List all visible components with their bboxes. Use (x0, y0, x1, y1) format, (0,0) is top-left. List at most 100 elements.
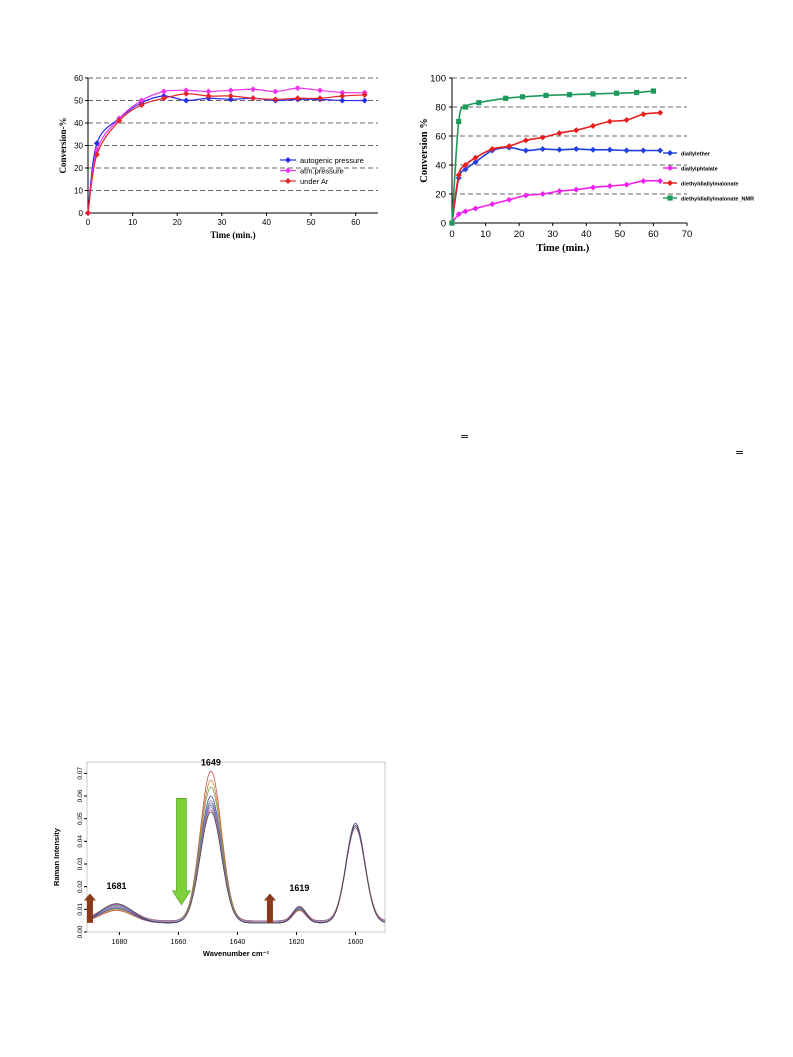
y-tick-label: 10 (74, 187, 83, 196)
increase-arrow-icon (83, 893, 96, 923)
data-point (272, 88, 279, 95)
x-tick-label: 30 (547, 229, 558, 240)
data-point (590, 122, 596, 129)
y-tick-label: 0.05 (77, 812, 84, 825)
data-point (462, 162, 469, 168)
data-point (183, 90, 190, 97)
data-point (272, 96, 279, 103)
x-tick-label: 10 (128, 218, 137, 227)
x-tick-label: 1680 (112, 939, 128, 946)
y-tick-label: 0.04 (77, 835, 84, 848)
data-point (506, 196, 513, 203)
data-point (183, 97, 190, 104)
data-point (183, 87, 190, 94)
data-point (455, 172, 462, 179)
data-point (85, 210, 91, 216)
legend-label: diallylphtalate (681, 167, 718, 173)
y-tick-label: 0.06 (77, 789, 84, 802)
data-point (556, 188, 563, 195)
conversion-chart-b: 0 20 40 60 80 100 0 10 20 30 40 50 60 70 Time (min.) Co… (415, 70, 754, 260)
data-point (519, 94, 526, 100)
data-point (116, 117, 123, 124)
conversion-chart-a: 0 10 20 30 40 50 60 0 10 20 30 40 50 60 Time (min.) Con… (55, 70, 390, 260)
x-tick-label: 20 (514, 229, 525, 240)
raman-spectrum-chart: 0.00 0.01 0.02 0.03 0.04 0.05 0.06 0.07 1680 1660… (52, 757, 386, 960)
data-point (623, 181, 630, 188)
plot-frame (86, 761, 386, 933)
legend-marker (667, 165, 673, 171)
data-point (339, 97, 346, 104)
data-point (506, 143, 513, 150)
series-diethyldiallylmalonate-nmr (449, 88, 657, 226)
data-point (160, 88, 167, 95)
data-point (205, 88, 212, 95)
data-point (317, 87, 323, 94)
series-line (87, 87, 365, 214)
data-point (634, 89, 640, 96)
data-point (640, 147, 647, 154)
data-point (339, 93, 346, 99)
y-tick-label: 0.07 (77, 767, 84, 780)
y-tick-label: 60 (435, 132, 446, 143)
data-point (456, 118, 462, 125)
x-tick-label: 50 (615, 229, 626, 240)
data-point (613, 90, 620, 96)
legend-label: diethyldiallylmalonate (681, 182, 738, 188)
legend-marker (667, 195, 673, 201)
data-point (489, 146, 496, 153)
y-tick-label: 50 (74, 97, 83, 106)
x-tick-label: 0 (86, 218, 91, 227)
data-point (606, 118, 613, 125)
data-point (606, 183, 613, 190)
data-point (543, 92, 549, 98)
decrease-arrow-icon (171, 797, 191, 906)
series-line (87, 93, 365, 214)
legend-label: under Ar (300, 177, 329, 186)
y-tick-label: 100 (430, 74, 446, 85)
data-point (472, 205, 479, 212)
series-line (451, 146, 661, 224)
legend-label: diallylether (681, 152, 711, 158)
data-point (160, 95, 167, 102)
data-point (556, 146, 563, 153)
x-tick-label: 40 (581, 229, 592, 240)
data-point (522, 192, 529, 199)
y-tick-label: 40 (435, 161, 446, 172)
data-point (573, 127, 580, 134)
equals-sign: = (460, 430, 470, 443)
y-tick-label: 0.01 (77, 903, 84, 916)
legend-marker (667, 150, 673, 156)
x-axis-label: Time (min.) (536, 243, 589, 254)
series-line (87, 95, 365, 214)
legend-label: diethyldiallylmalonate_NMR (681, 197, 754, 203)
data-point (539, 134, 546, 141)
data-point (573, 146, 580, 153)
data-point (93, 147, 100, 153)
y-tick-label: 0.03 (77, 857, 84, 870)
series-diallylphtalate (449, 177, 664, 226)
data-point (489, 201, 496, 208)
x-tick-label: 1640 (230, 939, 246, 946)
y-axis-label: Conversion % (419, 118, 430, 182)
x-tick-label: 50 (307, 218, 316, 227)
equals-sign: = (735, 446, 745, 459)
data-point (317, 95, 323, 102)
data-point (590, 91, 596, 97)
y-tick-label: 40 (74, 119, 83, 128)
data-point (294, 85, 301, 92)
x-tick-label: 1620 (289, 939, 305, 946)
y-tick-label: 20 (435, 190, 446, 201)
legend-label: atm.pressure (300, 167, 344, 176)
data-point (590, 184, 596, 191)
x-tick-label: 30 (217, 218, 226, 227)
data-point (566, 92, 573, 98)
y-tick-label: 0.02 (77, 880, 84, 893)
gridlines (88, 77, 378, 191)
series-under-ar (85, 90, 368, 216)
data-point (462, 104, 469, 110)
raman-spectrum-svg: 0.00 0.01 0.02 0.03 0.04 0.05 0.06 0.07 1680 1660… (52, 757, 386, 958)
legend-marker (667, 180, 673, 186)
data-point (472, 159, 479, 166)
legend-marker (285, 157, 291, 163)
data-point (449, 220, 455, 226)
